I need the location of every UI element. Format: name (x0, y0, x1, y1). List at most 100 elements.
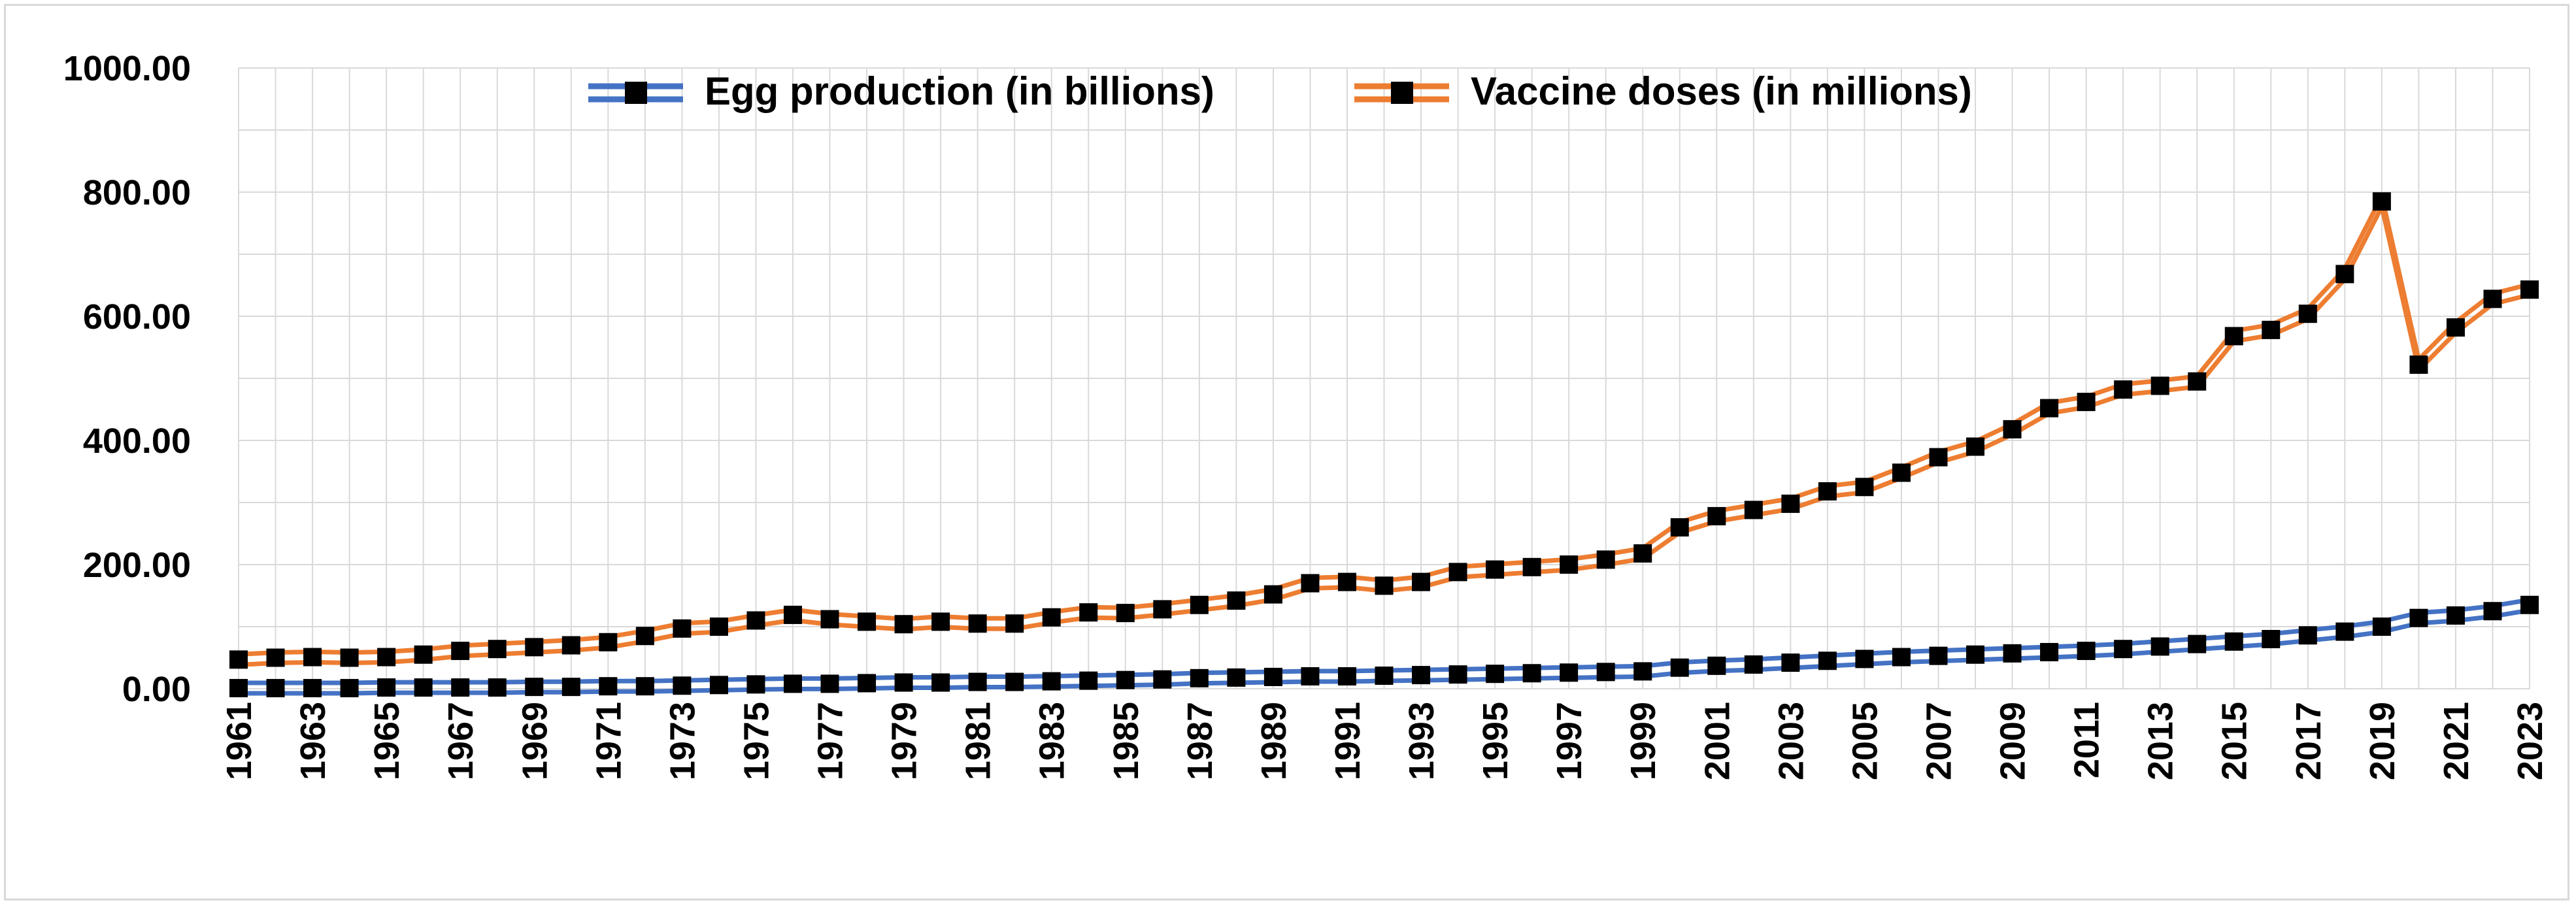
data-point (2446, 318, 2465, 337)
y-tick-label: 200.00 (83, 546, 191, 585)
data-point (1633, 662, 1652, 681)
data-point (1227, 668, 1246, 687)
x-tick-label: 2015 (2215, 702, 2254, 780)
data-point (2077, 393, 2096, 412)
data-point (1560, 663, 1579, 682)
x-tick-label: 1969 (515, 702, 554, 780)
data-point (1707, 506, 1726, 525)
data-point (2262, 630, 2281, 648)
data-point (488, 640, 507, 659)
legend-item-egg-production: Egg production (in billions) (588, 69, 1214, 113)
data-point (2003, 420, 2022, 438)
data-point (673, 676, 692, 695)
data-point (1412, 572, 1431, 591)
data-point (783, 674, 802, 693)
data-point (2335, 265, 2354, 284)
data-point (1116, 604, 1135, 623)
data-point (1596, 550, 1615, 569)
data-point (1818, 651, 1837, 670)
data-point (1263, 585, 1282, 604)
data-point (2188, 635, 2207, 653)
x-tick-label: 2021 (2437, 702, 2476, 780)
data-point (451, 642, 470, 661)
y-tick-label: 400.00 (83, 421, 191, 461)
data-point (451, 678, 470, 697)
data-point (1375, 576, 1394, 595)
gridlines (238, 67, 2530, 689)
legend-label-egg-production: Egg production (in billions) (705, 69, 1214, 113)
data-point (1301, 667, 1320, 685)
data-point (1227, 591, 1246, 610)
data-point (1596, 663, 1615, 682)
data-point (1301, 574, 1320, 593)
data-point (1633, 544, 1652, 563)
data-point (377, 648, 396, 667)
data-point (709, 676, 728, 695)
data-point (2224, 632, 2243, 651)
data-point (1781, 494, 1800, 513)
x-tick-label: 2013 (2141, 702, 2181, 780)
data-point (894, 615, 913, 634)
x-tick-label: 1987 (1180, 702, 1220, 780)
data-point (1892, 463, 1911, 482)
data-point (1005, 672, 1024, 691)
y-axis: 0.00 200.00 400.00 600.00 800.00 1000.00 (63, 49, 191, 709)
data-point (2409, 355, 2428, 374)
data-point (2372, 192, 2391, 211)
data-point (894, 673, 913, 692)
data-point (2114, 640, 2133, 659)
data-point (1707, 656, 1726, 675)
data-point (2150, 637, 2169, 656)
data-point (1855, 478, 1874, 497)
x-tick-label: 1985 (1107, 702, 1146, 780)
data-point (931, 612, 950, 631)
data-point (1337, 572, 1356, 591)
y-tick-label: 0.00 (122, 670, 191, 709)
data-point (635, 677, 654, 696)
x-tick-label: 2007 (1919, 702, 1958, 780)
data-point (1929, 646, 1948, 665)
data-point (1190, 595, 1209, 614)
data-point (561, 636, 580, 655)
data-point (1929, 448, 1948, 467)
data-point (673, 619, 692, 638)
x-tick-label: 1979 (885, 702, 924, 780)
x-tick-label: 1989 (1254, 702, 1294, 780)
x-tick-label: 1993 (1402, 702, 1441, 780)
x-axis: 1961 1963 1965 1967 1969 1971 1973 1975 1977 1979… (220, 702, 2550, 780)
data-point (858, 612, 877, 631)
data-point (1005, 614, 1024, 633)
data-point (1042, 608, 1061, 627)
data-point (2188, 372, 2207, 391)
x-tick-label: 1961 (220, 702, 259, 780)
data-point (709, 618, 728, 636)
data-point (2409, 608, 2428, 627)
data-point (2483, 602, 2502, 621)
data-point (1486, 665, 1505, 684)
data-point (1153, 600, 1172, 619)
data-point (635, 627, 654, 646)
data-point (931, 673, 950, 692)
data-point (377, 678, 396, 697)
data-point (2520, 280, 2539, 299)
data-point (2262, 320, 2281, 339)
data-point (2483, 289, 2502, 308)
data-point (783, 605, 802, 624)
data-point (2003, 644, 2022, 663)
x-tick-label: 1991 (1328, 702, 1367, 780)
legend-vaccine-marker (1391, 82, 1413, 104)
data-point (266, 679, 285, 698)
x-tick-label: 1997 (1550, 702, 1589, 780)
data-point (820, 610, 839, 629)
data-point (599, 677, 618, 696)
data-point (525, 678, 544, 697)
data-point (2298, 305, 2317, 323)
data-point (1263, 667, 1282, 686)
x-tick-label: 1995 (1476, 702, 1515, 780)
data-point (968, 614, 987, 633)
data-point (1855, 650, 1874, 668)
x-tick-label: 1967 (441, 702, 480, 780)
x-tick-label: 1973 (663, 702, 702, 780)
data-point (2520, 595, 2539, 614)
data-point (229, 679, 248, 698)
